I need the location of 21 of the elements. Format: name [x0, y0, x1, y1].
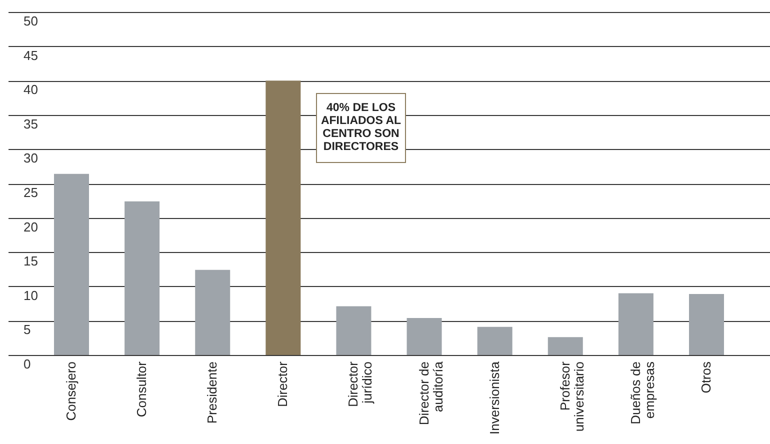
- x-tick-label: Otros: [698, 361, 714, 394]
- y-tick-label: 45: [24, 48, 38, 63]
- x-tick-label: Consultor: [134, 360, 150, 418]
- y-tick-label: 40: [24, 82, 38, 98]
- x-tick-label: Profesor universitario: [557, 360, 586, 432]
- annotation: 40% DE LOS AFILIADOS AL CENTRO SON DIRECTORES: [316, 93, 406, 163]
- x-tick-label: Director jurídico: [346, 360, 375, 408]
- x-tick-label: Director de auditoría: [416, 360, 446, 426]
- x-tick-label: Inversionista: [486, 360, 502, 434]
- x-tick-label: Presidente: [204, 362, 220, 424]
- y-tick-label: 20: [24, 219, 38, 234]
- y-tick-label: 25: [24, 185, 38, 200]
- y-tick-label: 50: [24, 14, 38, 28]
- x-tick-label: Director: [275, 360, 290, 408]
- y-tick-label: 35: [24, 116, 38, 132]
- y-tick-label: 5: [24, 322, 31, 338]
- y-tick-label: 0: [24, 356, 31, 372]
- x-tick-label: Consejero: [64, 362, 78, 421]
- y-tick-label: 15: [24, 254, 38, 269]
- y-tick-label: 10: [24, 288, 38, 303]
- y-tick-label: 30: [24, 150, 38, 166]
